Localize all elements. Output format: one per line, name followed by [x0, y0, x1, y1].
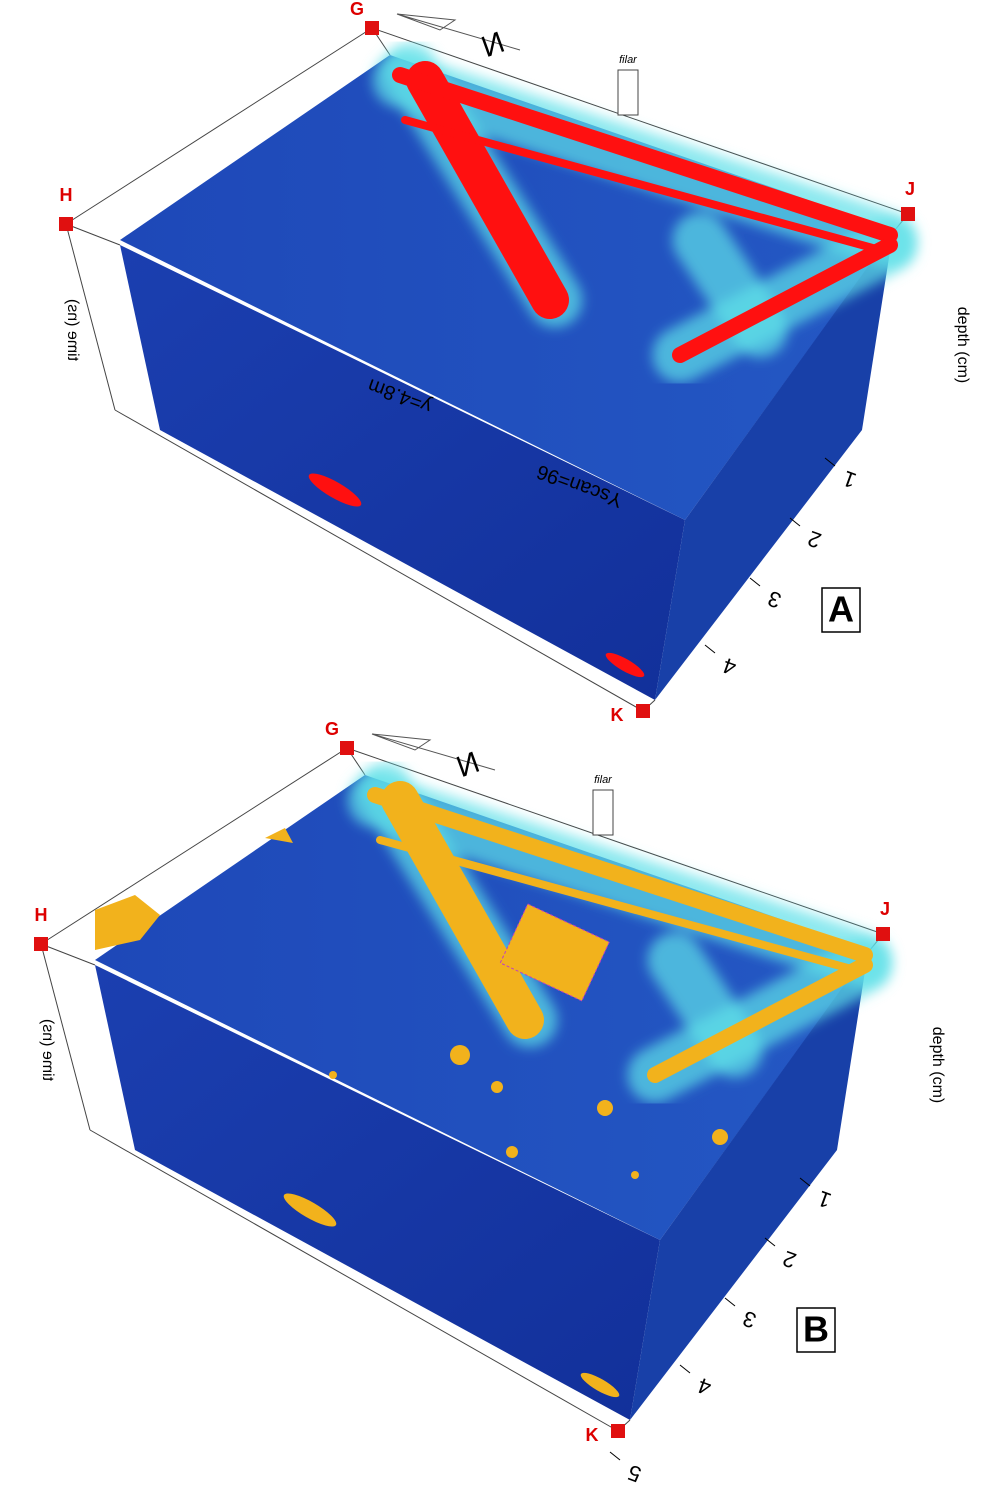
x-tick — [704, 644, 716, 654]
marker-label: filar — [619, 54, 638, 66]
x-tick-label: 1 — [839, 466, 859, 494]
x-tick — [749, 577, 761, 587]
corner-marker — [876, 927, 890, 941]
selection — [499, 903, 610, 1002]
panel: G H J K N filar time (ns) depth (cm) 1 2 3 4 5 B — [34, 719, 946, 1485]
corner-marker — [901, 207, 915, 221]
corner-marker — [611, 1424, 625, 1438]
feature-band — [392, 67, 898, 243]
panel-label-box — [796, 1307, 836, 1353]
depth-axis-label: depth (cm) — [929, 1027, 946, 1103]
feature-band — [406, 61, 569, 319]
box-edge — [114, 409, 644, 712]
box-edge — [346, 747, 884, 935]
corner-marker — [340, 741, 354, 755]
corner-marker — [59, 217, 73, 231]
corner-label: G — [325, 719, 339, 739]
feature-band — [647, 957, 873, 1083]
anomaly — [283, 1193, 337, 1227]
box-edge — [65, 223, 116, 411]
front-face — [95, 965, 660, 1420]
box-edge — [40, 943, 96, 966]
box-edge — [40, 747, 348, 945]
x-tick-label: 5 — [624, 1460, 644, 1485]
north-label: N — [452, 744, 484, 782]
corner-label: K — [611, 705, 624, 725]
corner-label: J — [905, 179, 915, 199]
x-tick-label: 1 — [814, 1186, 834, 1214]
blob — [95, 895, 160, 950]
blob — [631, 1171, 639, 1179]
corner-label: G — [350, 0, 364, 19]
x-tick — [679, 1364, 691, 1374]
corner-marker — [636, 704, 650, 718]
blob — [491, 1081, 503, 1093]
feature-band — [376, 836, 859, 974]
panel-label: A — [828, 589, 854, 630]
corner-marker — [34, 937, 48, 951]
marker-label: filar — [594, 774, 613, 786]
box-edge — [65, 223, 121, 246]
x-tick — [789, 517, 801, 527]
blob — [450, 1045, 470, 1065]
north-label: N — [477, 24, 509, 62]
marker-box — [617, 69, 639, 116]
x-tick-label: 3 — [739, 1306, 759, 1334]
blob — [597, 1100, 613, 1116]
blob — [506, 1146, 518, 1158]
time-axis-label: time (ns) — [39, 1019, 56, 1081]
x-tick — [609, 1451, 621, 1461]
anomaly — [308, 473, 362, 507]
box-edge — [371, 27, 909, 215]
x-tick — [764, 1237, 776, 1247]
anomaly — [605, 652, 645, 678]
box-edge — [40, 943, 91, 1131]
north-arrow — [396, 13, 521, 51]
x-tick — [824, 457, 836, 467]
blob — [329, 1071, 337, 1079]
blob — [712, 1129, 728, 1145]
feature-band — [367, 787, 873, 963]
blob — [265, 828, 293, 843]
corner-label: J — [880, 899, 890, 919]
x-tick-label: 4 — [694, 1373, 714, 1401]
panel-label: B — [803, 1309, 829, 1350]
north-arrow — [371, 733, 496, 771]
x-tick-label: 3 — [764, 586, 784, 614]
x-tick-label: 4 — [719, 653, 739, 681]
x-tick-label: 2 — [804, 526, 824, 554]
side-face — [655, 232, 893, 700]
feature-band — [381, 781, 544, 1039]
box-edge — [89, 1129, 619, 1432]
depth-axis-label: depth (cm) — [954, 307, 971, 383]
corner-label: H — [35, 905, 48, 925]
feature-band — [401, 116, 884, 254]
time-axis-label: time (ns) — [64, 299, 81, 361]
x-tick — [724, 1297, 736, 1307]
anomaly — [580, 1372, 620, 1398]
feature-band — [672, 237, 898, 363]
side-face — [630, 952, 868, 1420]
front-face — [120, 245, 685, 700]
x-tick — [799, 1177, 811, 1187]
corner-label: K — [586, 1425, 599, 1445]
box-edge — [65, 27, 373, 225]
marker-box — [592, 789, 614, 836]
x-tick-label: 2 — [779, 1246, 799, 1274]
corner-marker — [365, 21, 379, 35]
corner-label: H — [60, 185, 73, 205]
panel-label-box — [821, 587, 861, 633]
